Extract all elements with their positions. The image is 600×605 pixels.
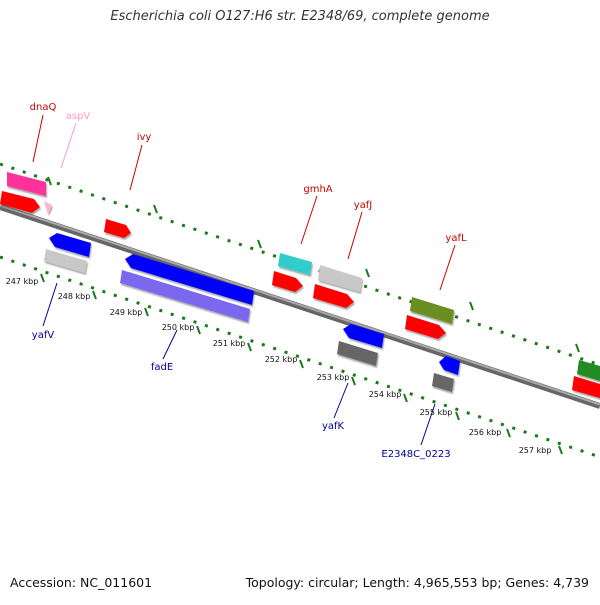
- tick-mark: [403, 393, 408, 403]
- gene-edge-arrow[interactable]: [572, 376, 600, 398]
- tick-mark: [40, 273, 45, 283]
- gene-fadE-feature[interactable]: [120, 270, 250, 322]
- genome-backbone: [0, 204, 600, 409]
- yafL-connector: [439, 244, 456, 291]
- tick-label: 255 kbp: [420, 408, 453, 417]
- gene-E2348C_0223-arrow[interactable]: [439, 356, 460, 375]
- gene-E2348C_0223-feature[interactable]: [432, 373, 454, 392]
- gene-label-E2348C_0223[interactable]: E2348C_0223: [381, 449, 450, 460]
- genome-title: Escherichia coli O127:H6 str. E2348/69, …: [110, 9, 490, 24]
- gene-label-yafL[interactable]: yafL: [445, 233, 467, 244]
- tick-marks: [40, 273, 563, 455]
- tick-mark: [47, 176, 52, 186]
- gene-label-gmhA[interactable]: gmhA: [303, 184, 332, 195]
- gene-gmhA-feature[interactable]: [278, 253, 312, 275]
- tick-mark: [299, 359, 304, 369]
- tick-label: 256 kbp: [469, 428, 502, 437]
- yafK-connector: [333, 382, 349, 419]
- gene-label-yafK[interactable]: yafK: [322, 421, 345, 432]
- tick-mark: [92, 290, 97, 300]
- tick-mark: [575, 343, 580, 353]
- dnaQ-connector: [32, 114, 44, 163]
- tick-mark: [351, 376, 356, 386]
- gene-label-aspV[interactable]: aspV: [66, 111, 91, 122]
- tick-mark: [196, 325, 201, 335]
- E2348C_0223-connector: [420, 403, 436, 446]
- gene-label-yafJ[interactable]: yafJ: [354, 200, 373, 211]
- tick-label: 248 kbp: [58, 292, 91, 301]
- tick-label: 257 kbp: [519, 446, 552, 455]
- gene-yafV-feature[interactable]: [44, 249, 87, 273]
- gene-yafJ-arrow[interactable]: [313, 284, 354, 308]
- gene-edge-feature[interactable]: [577, 360, 600, 381]
- gene-yafL-arrow[interactable]: [405, 315, 446, 339]
- tick-label: 252 kbp: [265, 355, 298, 364]
- gene-label-yafV[interactable]: yafV: [32, 330, 55, 341]
- ivy-connector: [129, 144, 143, 191]
- tick-label: 247 kbp: [6, 277, 39, 286]
- upper-tick-marks: [47, 176, 580, 353]
- tick-mark: [247, 342, 252, 352]
- tick-mark: [506, 428, 511, 438]
- gene-gmhA-arrow[interactable]: [272, 271, 303, 292]
- gene-aspV-feature[interactable]: [44, 201, 52, 214]
- gene-label-dnaQ[interactable]: dnaQ: [30, 102, 57, 113]
- tick-mark: [558, 445, 563, 455]
- tick-mark: [153, 204, 158, 214]
- tick-mark: [469, 301, 474, 311]
- tick-label: 253 kbp: [317, 373, 350, 382]
- gene-yafK-feature[interactable]: [337, 341, 378, 366]
- tick-mark: [144, 307, 149, 317]
- tick-mark: [365, 268, 370, 278]
- gene-dnaQ-arrow[interactable]: [0, 191, 40, 213]
- gene-label-ivy[interactable]: ivy: [137, 132, 152, 143]
- gene-yafJ-feature[interactable]: [318, 265, 362, 292]
- tick-label: 251 kbp: [213, 339, 246, 348]
- aspV-connector: [60, 122, 77, 169]
- gene-yafV-arrow[interactable]: [49, 233, 91, 257]
- genome-stats-label: Topology: circular; Length: 4,965,553 bp…: [245, 575, 589, 590]
- tick-label: 254 kbp: [369, 390, 402, 399]
- tick-label: 249 kbp: [110, 308, 143, 317]
- tick-label: 250 kbp: [162, 323, 195, 332]
- accession-label: Accession: NC_011601: [10, 575, 153, 590]
- gene-dnaQ-feature[interactable]: [7, 172, 46, 196]
- gene-label-fadE[interactable]: fadE: [151, 362, 173, 373]
- gene-yafL-feature[interactable]: [410, 297, 454, 324]
- gmhA-connector: [300, 195, 318, 245]
- gene-yafK-arrow[interactable]: [343, 324, 384, 348]
- yafJ-connector: [347, 211, 363, 260]
- tick-mark: [257, 239, 262, 249]
- genome-backbone-highlight: [0, 204, 600, 406]
- yafV-connector: [42, 282, 58, 327]
- gene-fadE-arrow[interactable]: [125, 254, 254, 305]
- tick-mark: [455, 411, 460, 421]
- gene-ivy-arrow[interactable]: [104, 219, 131, 238]
- fadE-connector: [162, 329, 178, 360]
